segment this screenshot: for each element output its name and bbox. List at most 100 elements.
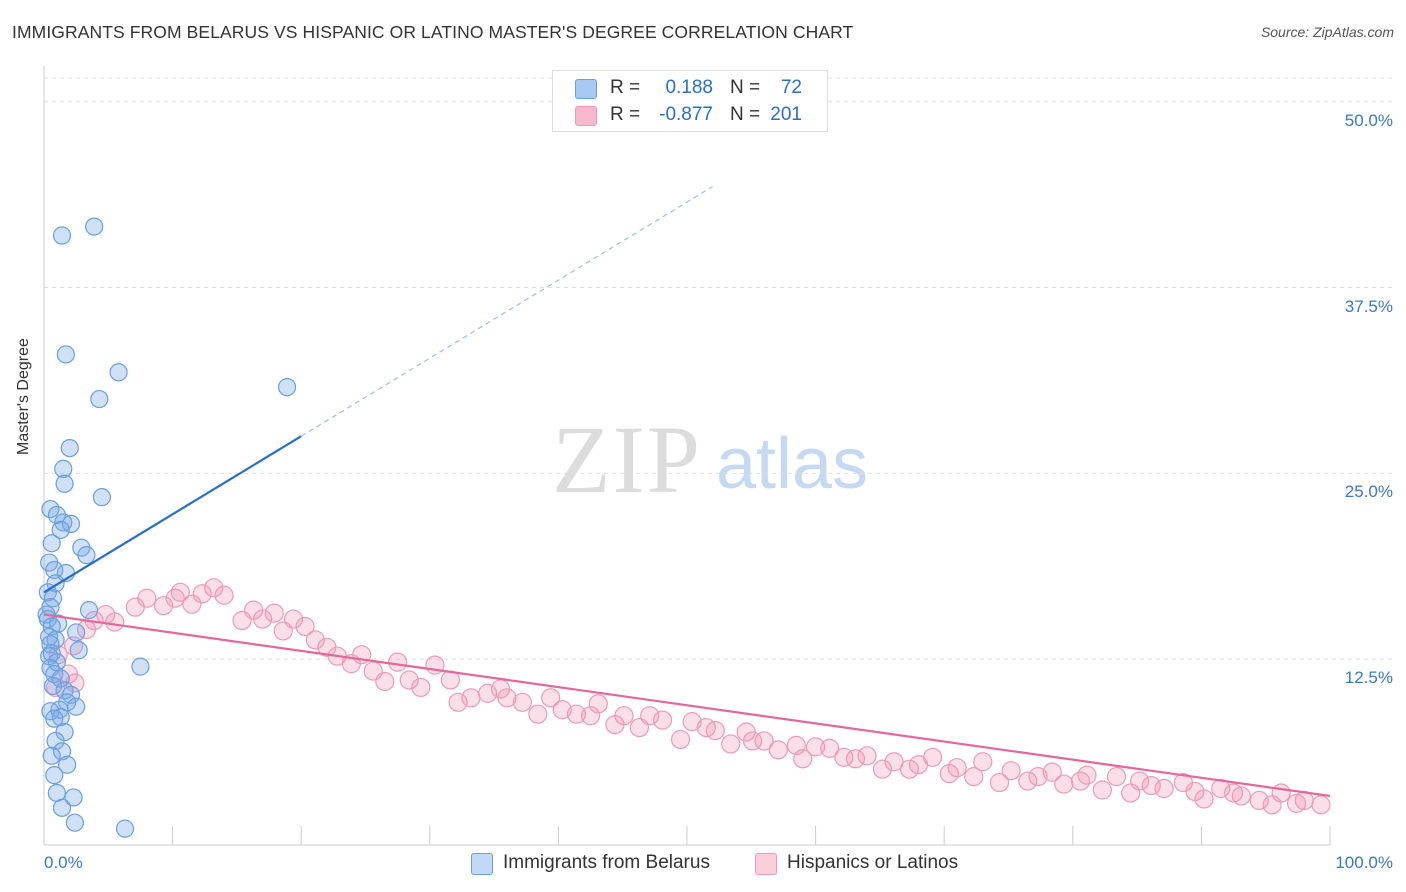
data-point-belarus: [54, 513, 73, 532]
data-point-hispanics: [884, 752, 904, 772]
data-point-hispanics: [375, 671, 395, 692]
data-point-belarus: [42, 746, 61, 765]
y-axis-label: Master's Degree: [15, 338, 32, 455]
data-point-belarus: [55, 474, 74, 493]
data-point-hispanics: [528, 704, 548, 724]
data-point-hispanics: [105, 612, 125, 632]
data-point-belarus: [115, 819, 135, 838]
data-point-hispanics: [1154, 778, 1174, 799]
data-point-hispanics: [939, 764, 959, 784]
data-point-hispanics: [411, 677, 431, 698]
data-point-hispanics: [588, 694, 608, 714]
data-point-hispanics: [1286, 793, 1307, 813]
data-point-hispanics: [964, 767, 984, 787]
data-point-hispanics: [872, 759, 893, 779]
data-point-belarus: [64, 788, 83, 807]
y-tick-label: 37.5%: [1344, 296, 1393, 316]
data-point-hispanics: [1271, 783, 1291, 803]
data-point-belarus: [42, 644, 61, 663]
data-point-hispanics: [448, 692, 468, 712]
legend-n-value: 72: [780, 77, 802, 98]
data-point-belarus: [42, 534, 61, 553]
data-point-hispanics: [899, 759, 920, 779]
data-point-hispanics: [652, 710, 673, 730]
data-point-hispanics: [682, 712, 702, 732]
grid-lines: [44, 77, 1393, 660]
data-point-belarus: [47, 505, 66, 525]
data-point-hispanics: [705, 720, 725, 741]
data-point-hispanics: [768, 740, 788, 760]
data-point-belarus: [92, 488, 111, 507]
data-point-hispanics: [1054, 774, 1074, 794]
legend-r-label: R =: [610, 77, 641, 98]
data-point-hispanics: [1092, 780, 1112, 800]
data-point-hispanics: [973, 752, 993, 772]
y-tick-label: 50.0%: [1344, 110, 1393, 130]
data-point-hispanics: [253, 609, 273, 629]
trend-line-hispanics: [43, 613, 1331, 798]
legend-n-label: N =: [730, 77, 761, 98]
series-legend: Immigrants from Belarus Hispanics or Lat…: [0, 852, 1406, 878]
x-tick-label: 100.0%: [1335, 853, 1393, 872]
data-point-hispanics: [580, 706, 601, 726]
data-point-hispanics: [497, 688, 517, 708]
watermark-atlas: atlas: [716, 424, 868, 504]
data-point-hispanics: [566, 704, 587, 724]
data-point-belarus: [67, 697, 86, 716]
y-tick-label: 25.0%: [1344, 482, 1393, 502]
data-point-hispanics: [204, 578, 224, 598]
legend-label-hispanics: Hispanics or Latinos: [787, 852, 959, 873]
data-point-hispanics: [552, 700, 572, 720]
data-point-belarus: [277, 378, 297, 397]
legend-n-label: N =: [730, 104, 761, 125]
data-point-hispanics: [461, 688, 481, 708]
data-point-hispanics: [192, 584, 212, 604]
data-point-hispanics: [1028, 767, 1048, 787]
data-point-belarus: [67, 623, 86, 642]
y-tick-label: 12.5%: [1344, 668, 1393, 688]
data-point-belarus: [65, 813, 84, 832]
data-point-belarus: [51, 708, 70, 727]
data-point-hispanics: [670, 729, 691, 750]
data-point-hispanics: [947, 758, 967, 778]
data-point-hispanics: [820, 738, 840, 758]
data-point-hispanics: [989, 772, 1010, 793]
data-point-hispanics: [264, 603, 284, 623]
data-point-hispanics: [283, 609, 304, 629]
data-point-belarus: [50, 700, 69, 719]
data-point-belarus: [42, 617, 61, 636]
data-point-hispanics: [1130, 771, 1150, 791]
data-point-hispanics: [857, 746, 877, 766]
data-point-hispanics: [721, 734, 741, 754]
source-label: Source: ZipAtlas.com: [1260, 24, 1394, 40]
legend-row-belarus: R = 0.188 N = 72: [553, 75, 827, 101]
trend-line-belarus-extension: [300, 185, 714, 437]
data-point-hispanics: [1194, 789, 1214, 809]
legend-r-label: R =: [610, 104, 641, 125]
data-point-belarus: [131, 657, 150, 676]
legend-swatch-belarus: [575, 79, 597, 99]
legend-n-value: 201: [770, 104, 802, 125]
data-point-hispanics: [754, 731, 774, 751]
data-point-hispanics: [1001, 761, 1021, 781]
data-point-hispanics: [1042, 762, 1062, 782]
data-point-belarus: [52, 226, 72, 245]
trend-line-belarus: [43, 435, 302, 594]
data-point-belarus: [51, 520, 70, 539]
data-point-belarus: [90, 389, 109, 409]
data-point-hispanics: [1077, 765, 1097, 785]
data-point-hispanics: [182, 594, 202, 614]
watermark-zip: ZIP: [552, 406, 702, 513]
axes: [43, 66, 1331, 846]
data-point-hispanics: [305, 630, 325, 650]
series-belarus-points: [37, 217, 297, 838]
data-point-hispanics: [399, 670, 419, 690]
data-point-hispanics: [541, 688, 561, 708]
data-point-hispanics: [742, 731, 763, 751]
data-point-belarus: [52, 798, 72, 817]
data-point-hispanics: [1311, 795, 1331, 815]
data-point-belarus: [54, 459, 73, 479]
legend-row-hispanics: R = -0.877 N = 201: [553, 102, 827, 128]
data-point-belarus: [46, 731, 65, 751]
